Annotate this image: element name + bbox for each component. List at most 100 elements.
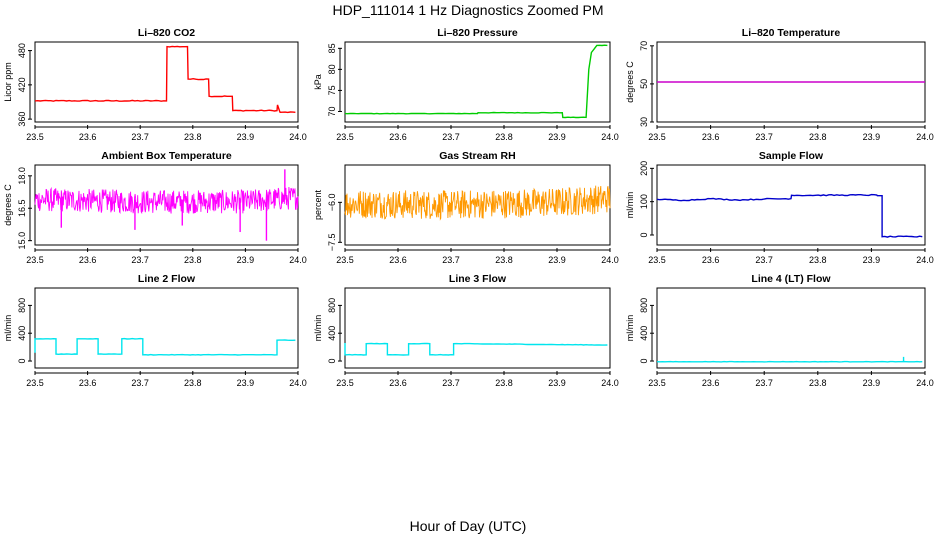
chart-title: Li–820 Temperature (742, 27, 841, 39)
y-tick-label: 0 (639, 232, 649, 237)
y-tick-label: 800 (639, 298, 649, 313)
x-tick-label: 23.7 (131, 378, 149, 388)
y-tick-label: 85 (327, 43, 337, 53)
y-axis-label: degrees C (625, 61, 635, 103)
x-tick-label: 23.7 (131, 132, 149, 142)
x-tick-label: 23.7 (442, 255, 460, 265)
y-axis: 0 100 200 (639, 161, 654, 238)
y-tick-label: 80 (327, 64, 337, 74)
x-tick-label: 23.7 (442, 132, 460, 142)
plot-frame (344, 287, 611, 369)
x-tick-label: 23.8 (184, 255, 202, 265)
x-axis: 23.5 23.6 23.7 23.8 23.9 24.0 (648, 248, 934, 265)
x-tick-label: 23.6 (389, 255, 407, 265)
x-tick-label: 23.9 (548, 378, 566, 388)
y-tick-label: −6.0 (327, 193, 337, 211)
series-line (344, 185, 611, 221)
x-tick-label: 23.9 (863, 255, 881, 265)
x-tick-label: 23.9 (863, 378, 881, 388)
x-tick-label: 23.7 (442, 378, 460, 388)
x-tick-label: 23.9 (237, 378, 255, 388)
x-tick-label: 23.8 (809, 378, 827, 388)
plot-frame (344, 41, 611, 123)
x-tick-label: 23.8 (809, 132, 827, 142)
x-axis: 23.5 23.6 23.7 23.8 23.9 24.0 (336, 125, 619, 142)
chart-title: Gas Stream RH (439, 150, 515, 162)
x-axis: 23.5 23.6 23.7 23.8 23.9 24.0 (648, 371, 934, 388)
plot-frame (656, 287, 926, 369)
series-line (34, 337, 296, 356)
x-tick-label: 23.5 (336, 378, 354, 388)
x-tick-label: 23.6 (389, 132, 407, 142)
x-tick-label: 23.7 (755, 255, 773, 265)
chart-title: Ambient Box Temperature (101, 150, 232, 162)
y-tick-label: 400 (639, 326, 649, 341)
y-tick-label: 400 (17, 326, 27, 341)
x-tick-label: 24.0 (289, 255, 307, 265)
y-axis-label: ml/min (313, 315, 323, 342)
figure-x-axis-label: Hour of Day (UTC) (409, 518, 527, 534)
y-tick-label: 0 (17, 359, 27, 364)
x-tick-label: 23.6 (702, 378, 720, 388)
y-axis-label: kPa (313, 74, 323, 90)
x-tick-label: 23.5 (26, 255, 44, 265)
chart-panel-9: Line 4 (LT) Flow 23.5 23.6 23.7 23.8 23.9 24.0… (625, 273, 934, 388)
x-tick-label: 24.0 (601, 132, 619, 142)
y-tick-label: 0 (327, 359, 337, 364)
y-axis-label: ml/min (625, 192, 635, 219)
x-tick-label: 23.7 (755, 378, 773, 388)
x-tick-label: 23.5 (648, 132, 666, 142)
x-tick-label: 23.5 (26, 378, 44, 388)
y-axis: 30 50 70 (639, 41, 654, 127)
y-axis: 15.0 16.5 18.0 (17, 167, 32, 249)
x-tick-label: 23.5 (336, 132, 354, 142)
x-axis: 23.5 23.6 23.7 23.8 23.9 24.0 (26, 125, 307, 142)
x-tick-label: 23.9 (863, 132, 881, 142)
y-axis: 70 75 80 85 (327, 43, 342, 116)
chart-title: Line 2 Flow (138, 273, 196, 285)
x-tick-label: 23.6 (702, 132, 720, 142)
x-tick-label: 24.0 (916, 378, 934, 388)
y-tick-label: −7.5 (327, 233, 337, 251)
y-axis-label: degrees C (3, 184, 13, 226)
chart-panel-1: Li–820 CO2 23.5 23.6 23.7 23.8 23.9 24.0 360 420… (3, 27, 307, 142)
chart-title: Line 4 (LT) Flow (751, 273, 831, 285)
y-tick-label: 50 (639, 79, 649, 89)
x-tick-label: 23.9 (237, 255, 255, 265)
x-tick-label: 24.0 (601, 255, 619, 265)
y-axis-label: Licor ppm (3, 62, 13, 102)
y-tick-label: 400 (327, 326, 337, 341)
plot-frame (34, 287, 299, 369)
x-axis: 23.5 23.6 23.7 23.8 23.9 24.0 (26, 248, 307, 265)
x-axis: 23.5 23.6 23.7 23.8 23.9 24.0 (648, 125, 934, 142)
y-axis-label: percent (313, 189, 323, 220)
x-tick-label: 23.5 (648, 378, 666, 388)
x-axis: 23.5 23.6 23.7 23.8 23.9 24.0 (336, 248, 619, 265)
series-line (344, 44, 608, 119)
y-tick-label: 480 (17, 43, 27, 58)
chart-title: Sample Flow (759, 150, 824, 162)
x-tick-label: 23.8 (495, 378, 513, 388)
plot-frame (34, 41, 299, 123)
x-tick-label: 23.8 (495, 255, 513, 265)
y-tick-label: 15.0 (17, 232, 27, 250)
y-tick-label: 75 (327, 85, 337, 95)
x-tick-label: 23.6 (79, 378, 97, 388)
x-tick-label: 23.6 (389, 378, 407, 388)
y-tick-label: 800 (17, 298, 27, 313)
chart-title: Li–820 Pressure (437, 27, 518, 39)
y-axis: 0 400 800 (17, 298, 32, 364)
x-tick-label: 24.0 (601, 378, 619, 388)
chart-panel-2: Li–820 Pressure 23.5 23.6 23.7 23.8 23.9 24.0 7… (313, 27, 619, 142)
series-line (344, 342, 608, 356)
y-axis-label: ml/min (3, 315, 13, 342)
y-tick-label: 200 (639, 161, 649, 176)
x-tick-label: 23.5 (648, 255, 666, 265)
chart-panel-8: Line 3 Flow 23.5 23.6 23.7 23.8 23.9 24.0 0 400 8… (313, 273, 619, 388)
x-tick-label: 23.9 (548, 255, 566, 265)
x-tick-label: 23.6 (79, 132, 97, 142)
x-tick-label: 23.9 (237, 132, 255, 142)
chart-panel-7: Line 2 Flow 23.5 23.6 23.7 23.8 23.9 24.0 0 400 8… (3, 273, 307, 388)
x-tick-label: 23.6 (702, 255, 720, 265)
